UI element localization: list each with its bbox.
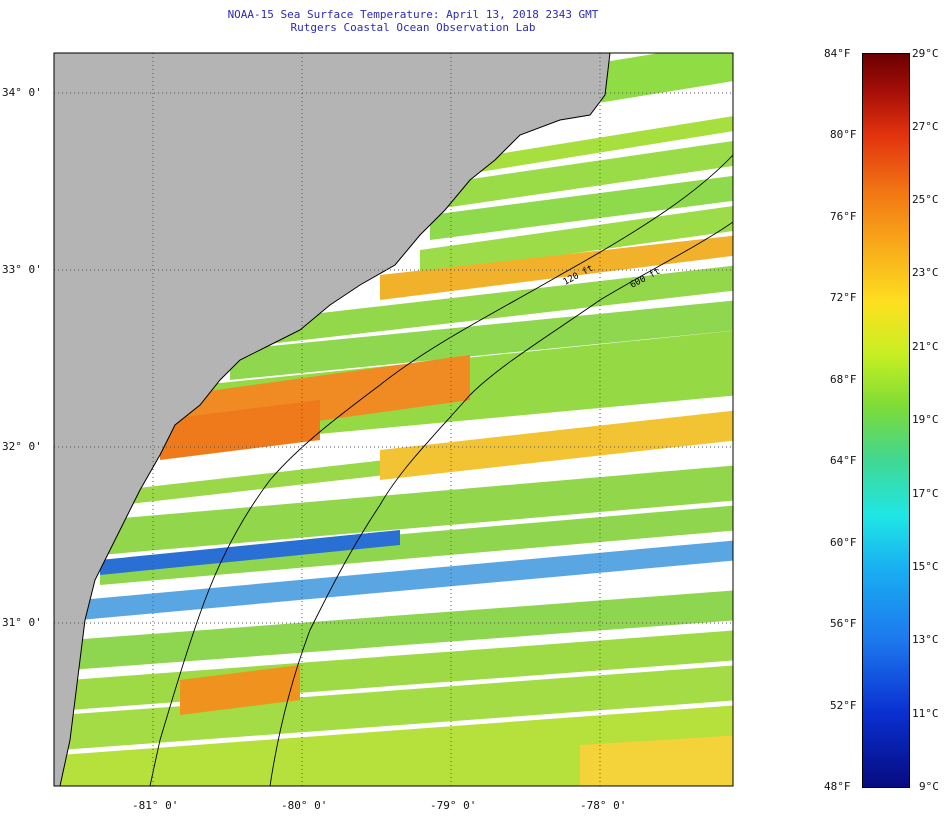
land-mass: [54, 53, 610, 786]
lat-label-34: 34° 0': [2, 86, 42, 99]
sst-swath-band: [430, 116, 733, 180]
sst-swath-band: [100, 505, 733, 585]
sst-swath-band: [260, 265, 733, 345]
colorbar-f-64: 64°F: [830, 454, 857, 467]
sst-swath-band: [420, 205, 733, 275]
colorbar-c-11: 11°C: [912, 707, 939, 720]
sst-swath-band: [380, 235, 733, 300]
sst-swath-band: [180, 665, 300, 715]
colorbar-c-27: 27°C: [912, 120, 939, 133]
lat-label-32: 32° 0': [2, 440, 42, 453]
colorbar-f-84: 84°F: [824, 47, 851, 60]
sst-swaths: [60, 53, 733, 786]
colorbar-c-13: 13°C: [912, 633, 939, 646]
colorbar-f-60: 60°F: [830, 536, 857, 549]
sst-swath-band: [60, 665, 733, 750]
colorbar-c-9: 9°C: [919, 780, 939, 793]
sst-swath-band: [100, 530, 400, 575]
lon-label-81: -81° 0': [132, 799, 179, 812]
colorbar-c-17: 17°C: [912, 487, 939, 500]
map-frame: [53, 52, 734, 787]
colorbar-f-48: 48°F: [824, 780, 851, 793]
lon-label-79: -79° 0': [430, 799, 477, 812]
sst-swath-band: [430, 141, 733, 210]
colorbar-c-23: 23°C: [912, 266, 939, 279]
coastline: [59, 53, 611, 786]
sst-swath-band: [70, 590, 733, 670]
lon-label-78: -78° 0': [580, 799, 627, 812]
colorbar-c-21: 21°C: [912, 340, 939, 353]
temperature-colorbar: [862, 53, 910, 788]
colorbar-f-76: 76°F: [830, 210, 857, 223]
contour-600ft: [269, 221, 733, 786]
contour-120ft: [149, 154, 733, 786]
colorbar-f-68: 68°F: [830, 373, 857, 386]
sst-swath-band: [60, 705, 733, 786]
colorbar-f-72: 72°F: [830, 291, 857, 304]
sst-swath-band: [80, 540, 733, 620]
colorbar-c-15: 15°C: [912, 560, 939, 573]
sst-swath-band: [380, 410, 733, 480]
map-title: NOAA-15 Sea Surface Temperature: April 1…: [227, 8, 599, 21]
colorbar-c-29: 29°C: [912, 47, 939, 60]
sst-swath-band: [430, 175, 733, 240]
sst-swath-band: [160, 400, 320, 460]
colorbar-f-52: 52°F: [830, 699, 857, 712]
sst-swath-band: [230, 300, 733, 380]
sst-swath-band: [580, 735, 733, 786]
lon-label-80: -80° 0': [281, 799, 328, 812]
colorbar-c-19: 19°C: [912, 413, 939, 426]
colorbar-f-80: 80°F: [830, 128, 857, 141]
colorbar-f-56: 56°F: [830, 617, 857, 630]
lat-label-31: 31° 0': [2, 616, 42, 629]
sst-swath-band: [100, 465, 733, 555]
map-subtitle: Rutgers Coastal Ocean Observation Lab: [290, 21, 536, 34]
lat-label-33: 33° 0': [2, 263, 42, 276]
colorbar-c-25: 25°C: [912, 193, 939, 206]
